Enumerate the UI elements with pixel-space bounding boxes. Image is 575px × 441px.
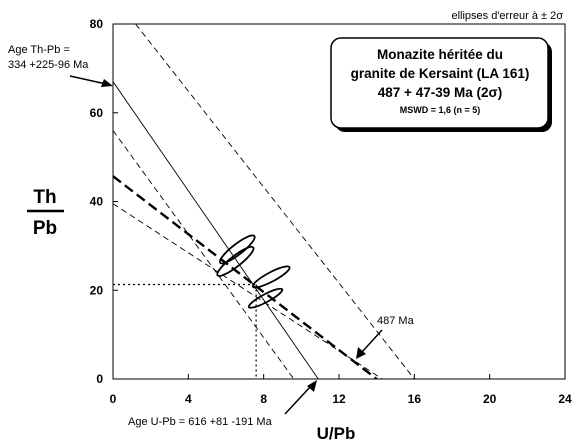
error-ellipses — [216, 234, 291, 309]
x-tick-label: 24 — [558, 392, 572, 406]
x-tick-label: 12 — [332, 392, 346, 406]
y-tick-label: 0 — [96, 372, 103, 386]
u-pb-arrow-icon — [284, 380, 317, 415]
x-axis-ticks: 0 4 8 12 16 20 24 — [110, 374, 572, 406]
info-box-line1: Monazite héritée du — [377, 47, 503, 62]
x-tick-label: 20 — [483, 392, 497, 406]
info-box-line2: granite de Kersaint (LA 161) — [351, 66, 530, 81]
info-box-line4: MSWD = 1,6 (n = 5) — [400, 105, 481, 115]
x-tick-label: 0 — [110, 392, 117, 406]
isochron-age-arrow-icon — [356, 329, 383, 359]
error-ellipse — [219, 234, 256, 265]
y-tick-label: 60 — [90, 106, 104, 120]
x-axis-label: U/Pb — [317, 424, 356, 441]
isochron-error-2-line — [113, 203, 383, 379]
y-tick-label: 20 — [90, 283, 104, 297]
th-pb-age-label-line1: Age Th-Pb = — [8, 44, 70, 56]
info-box-line3: 487 + 47-39 Ma (2σ) — [378, 85, 502, 100]
y-tick-label: 40 — [90, 195, 104, 209]
th-pb-age-label-line2: 334 +225-96 Ma — [8, 59, 89, 71]
y-tick-label: 80 — [90, 17, 104, 31]
error-ellipse — [216, 245, 255, 277]
isochron-error-1-line — [135, 24, 415, 379]
isochron-line — [113, 175, 378, 379]
isochron-lines — [113, 24, 415, 379]
error-ellipse — [247, 287, 284, 309]
x-tick-label: 16 — [408, 392, 422, 406]
x-tick-label: 4 — [185, 392, 192, 406]
y-axis-ticks: 0 20 40 60 80 — [90, 17, 118, 386]
error-note: ellipses d'erreur à ± 2σ — [451, 10, 563, 22]
reference-line-line — [113, 81, 319, 379]
intercept-guides — [113, 283, 257, 379]
u-pb-age-label: Age U-Pb = 616 +81 -191 Ma — [128, 416, 273, 428]
reference-line-2-line — [113, 130, 295, 379]
y-axis-label-denominator: Pb — [33, 218, 57, 239]
th-pb-arrow-icon — [69, 75, 113, 87]
info-box — [330, 37, 549, 129]
error-ellipse — [251, 265, 291, 289]
y-axis-label-numerator: Th — [33, 187, 56, 208]
x-tick-label: 8 — [260, 392, 267, 406]
isochron-age-label: 487 Ma — [377, 315, 415, 327]
